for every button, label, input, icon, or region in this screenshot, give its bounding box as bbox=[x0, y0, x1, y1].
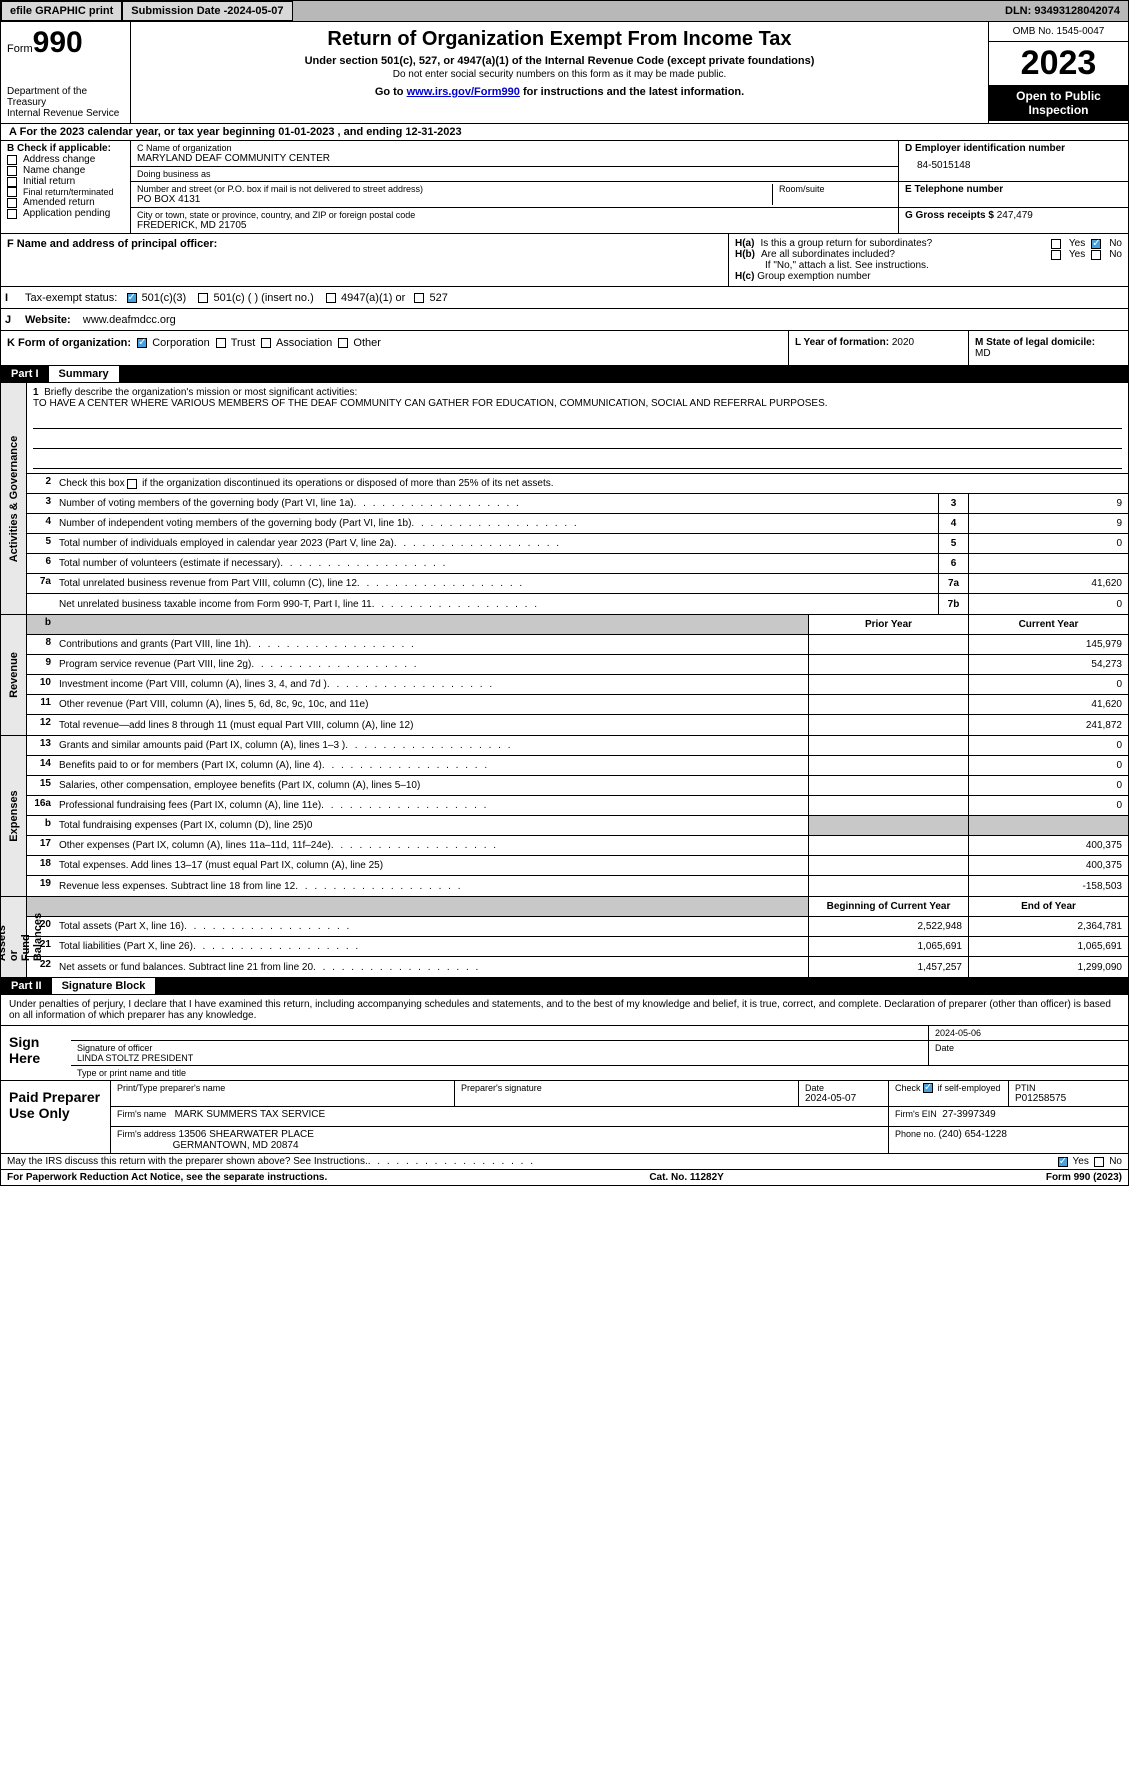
checkbox-name-change[interactable] bbox=[7, 166, 17, 176]
checkbox-trust[interactable] bbox=[216, 338, 226, 348]
checkbox-final-return[interactable] bbox=[7, 187, 17, 197]
box-d: D Employer identification number 84-5015… bbox=[898, 141, 1128, 182]
checkbox-other[interactable] bbox=[338, 338, 348, 348]
checkbox-ha-yes[interactable] bbox=[1051, 239, 1061, 249]
submission-date-value: 2024-05-07 bbox=[227, 5, 283, 17]
section-bcdeg: B Check if applicable: Address change Na… bbox=[0, 141, 1129, 234]
form-title: Return of Organization Exempt From Incom… bbox=[135, 28, 984, 51]
checkbox-discontinued[interactable] bbox=[127, 479, 137, 489]
box-l: L Year of formation: 2020 bbox=[788, 331, 968, 365]
box-c-name: C Name of organization MARYLAND DEAF COM… bbox=[131, 141, 898, 167]
checkbox-501c3[interactable] bbox=[127, 293, 137, 303]
checkbox-self-employed[interactable] bbox=[923, 1083, 933, 1093]
section-klm: K Form of organization: Corporation Trus… bbox=[0, 331, 1129, 366]
box-e: E Telephone number bbox=[898, 182, 1128, 208]
checkbox-corporation[interactable] bbox=[137, 338, 147, 348]
street-value: PO BOX 4131 bbox=[137, 194, 772, 205]
checkbox-discuss-yes[interactable] bbox=[1058, 1157, 1068, 1167]
part-i-header: Part I Summary bbox=[0, 366, 1129, 383]
efile-graphic-print-button[interactable]: efile GRAPHIC print bbox=[1, 1, 122, 21]
omb-number: OMB No. 1545-0047 bbox=[989, 22, 1128, 42]
box-g: G Gross receipts $ 247,479 bbox=[898, 208, 1128, 234]
tax-year: 2023 bbox=[989, 42, 1128, 85]
department-label: Department of the Treasury Internal Reve… bbox=[7, 86, 124, 119]
checkbox-discuss-no[interactable] bbox=[1094, 1157, 1104, 1167]
city-value: FREDERICK, MD 21705 bbox=[137, 220, 892, 231]
irs-form990-link[interactable]: www.irs.gov/Form990 bbox=[407, 86, 520, 98]
checkbox-4947[interactable] bbox=[326, 293, 336, 303]
part-ii-header: Part II Signature Block bbox=[0, 978, 1129, 995]
topbar: efile GRAPHIC print Submission Date - 20… bbox=[0, 0, 1129, 22]
checkbox-hb-yes[interactable] bbox=[1051, 250, 1061, 260]
expenses-section: Expenses 13Grants and similar amounts pa… bbox=[0, 736, 1129, 897]
revenue-section: Revenue bPrior YearCurrent Year 8Contrib… bbox=[0, 615, 1129, 736]
form-header: Form990 Department of the Treasury Inter… bbox=[0, 22, 1129, 124]
form-header-mid: Return of Organization Exempt From Incom… bbox=[131, 22, 988, 123]
checkbox-hb-no[interactable] bbox=[1091, 250, 1101, 260]
box-h: H(a)Is this a group return for subordina… bbox=[728, 234, 1128, 286]
line-i: I Tax-exempt status: 501(c)(3) 501(c) ( … bbox=[0, 287, 1129, 309]
form-subtitle-3: Go to www.irs.gov/Form990 for instructio… bbox=[135, 86, 984, 98]
form-number: 990 bbox=[33, 26, 83, 59]
submission-date-label: Submission Date - bbox=[131, 5, 227, 17]
net-assets-section: Net Assets or Fund Balances Beginning of… bbox=[0, 897, 1129, 978]
dln: DLN: 93493128042074 bbox=[997, 5, 1128, 17]
sig-date: 2024-05-06 bbox=[928, 1026, 1128, 1040]
ein-value: 84-5015148 bbox=[905, 154, 1122, 171]
box-c-street: Number and street (or P.O. box if mail i… bbox=[131, 182, 898, 208]
paid-preparer-block: Paid Preparer Use Only Print/Type prepar… bbox=[0, 1081, 1129, 1154]
box-k: K Form of organization: Corporation Trus… bbox=[1, 331, 788, 365]
signature-intro: Under penalties of perjury, I declare th… bbox=[0, 995, 1129, 1026]
form-header-right: OMB No. 1545-0047 2023 Open to Public In… bbox=[988, 22, 1128, 123]
form-subtitle-1: Under section 501(c), 527, or 4947(a)(1)… bbox=[135, 55, 984, 67]
sign-here-block: Sign Here 2024-05-06 Signature of office… bbox=[0, 1026, 1129, 1081]
line-j: J Website: www.deafmdcc.org bbox=[0, 309, 1129, 331]
page-footer: For Paperwork Reduction Act Notice, see … bbox=[0, 1170, 1129, 1186]
checkbox-initial-return[interactable] bbox=[7, 177, 17, 187]
form-label: Form bbox=[7, 43, 33, 55]
checkbox-amended-return[interactable] bbox=[7, 198, 17, 208]
checkbox-application-pending[interactable] bbox=[7, 209, 17, 219]
open-to-public: Open to Public Inspection bbox=[989, 85, 1128, 121]
line-a: A For the 2023 calendar year, or tax yea… bbox=[0, 124, 1129, 141]
website-value: www.deafmdcc.org bbox=[83, 314, 176, 326]
checkbox-501c[interactable] bbox=[198, 293, 208, 303]
box-m: M State of legal domicile: MD bbox=[968, 331, 1128, 365]
box-f: F Name and address of principal officer: bbox=[1, 234, 728, 286]
gross-receipts-value: 247,479 bbox=[997, 210, 1033, 221]
irs-discuss-line: May the IRS discuss this return with the… bbox=[0, 1154, 1129, 1170]
box-b: B Check if applicable: Address change Na… bbox=[1, 141, 131, 234]
box-c-city: City or town, state or province, country… bbox=[131, 208, 898, 234]
checkbox-ha-no[interactable] bbox=[1091, 239, 1101, 249]
org-name: MARYLAND DEAF COMMUNITY CENTER bbox=[137, 153, 892, 164]
checkbox-527[interactable] bbox=[414, 293, 424, 303]
checkbox-association[interactable] bbox=[261, 338, 271, 348]
section-fh: F Name and address of principal officer:… bbox=[0, 234, 1129, 287]
activities-governance: Activities & Governance 1 Briefly descri… bbox=[0, 383, 1129, 615]
form-header-left: Form990 Department of the Treasury Inter… bbox=[1, 22, 131, 123]
box-c-dba: Doing business as bbox=[131, 167, 898, 182]
submission-date-button[interactable]: Submission Date - 2024-05-07 bbox=[122, 1, 292, 21]
mission-text: TO HAVE A CENTER WHERE VARIOUS MEMBERS O… bbox=[33, 398, 828, 409]
checkbox-address-change[interactable] bbox=[7, 155, 17, 165]
line-1-mission: 1 Briefly describe the organization's mi… bbox=[27, 383, 1128, 474]
officer-name: LINDA STOLTZ PRESIDENT bbox=[77, 1053, 922, 1063]
form-subtitle-2: Do not enter social security numbers on … bbox=[135, 69, 984, 80]
